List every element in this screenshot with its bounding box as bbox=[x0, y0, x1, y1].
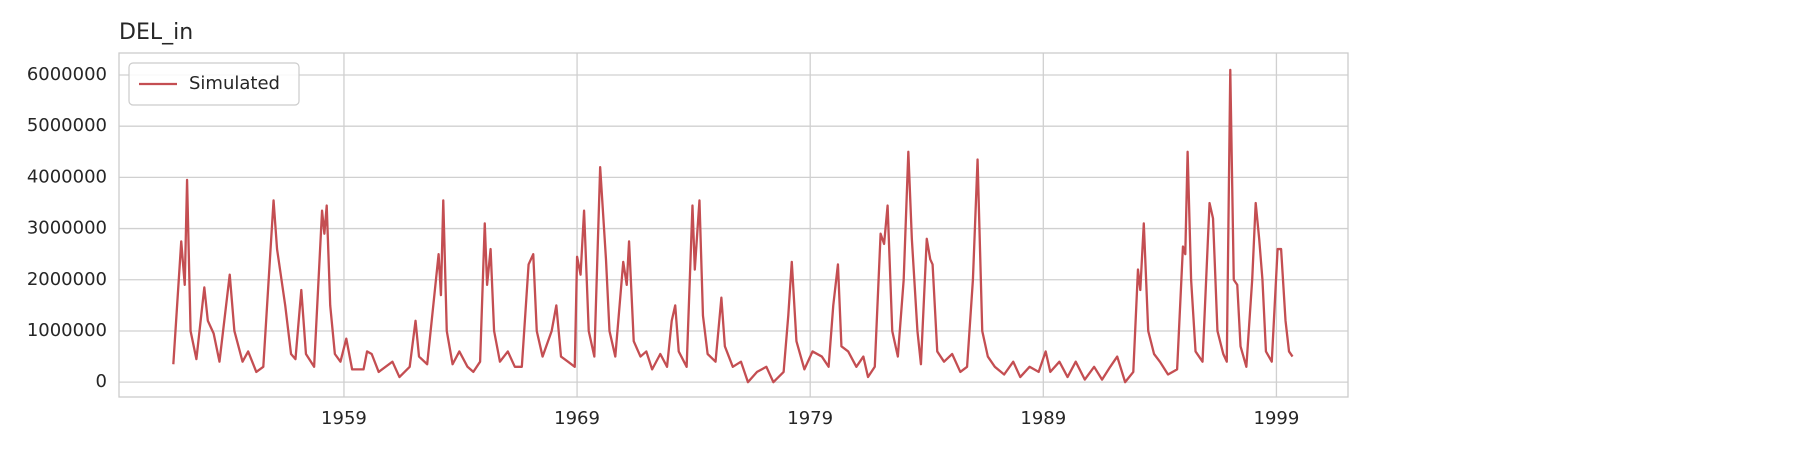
y-tick-label: 1000000 bbox=[27, 320, 107, 341]
legend-box bbox=[128, 62, 300, 106]
x-tick-label: 1999 bbox=[1254, 408, 1300, 429]
y-tick-label: 0 bbox=[96, 371, 107, 392]
y-tick-label: 3000000 bbox=[27, 218, 107, 239]
legend-label: Simulated bbox=[189, 73, 280, 94]
x-tick-label: 1959 bbox=[321, 408, 367, 429]
series-line bbox=[172, 68, 1294, 384]
plot-frame bbox=[118, 52, 1349, 398]
x-tick-label: 1969 bbox=[554, 408, 600, 429]
x-tick-label: 1979 bbox=[787, 408, 833, 429]
y-tick-label: 5000000 bbox=[27, 115, 107, 136]
y-tick-label: 4000000 bbox=[27, 166, 107, 187]
y-tick-label: 6000000 bbox=[27, 64, 107, 85]
x-tick-label: 1989 bbox=[1020, 408, 1066, 429]
y-tick-label: 2000000 bbox=[27, 269, 107, 290]
chart-title: DEL_in bbox=[119, 20, 193, 45]
